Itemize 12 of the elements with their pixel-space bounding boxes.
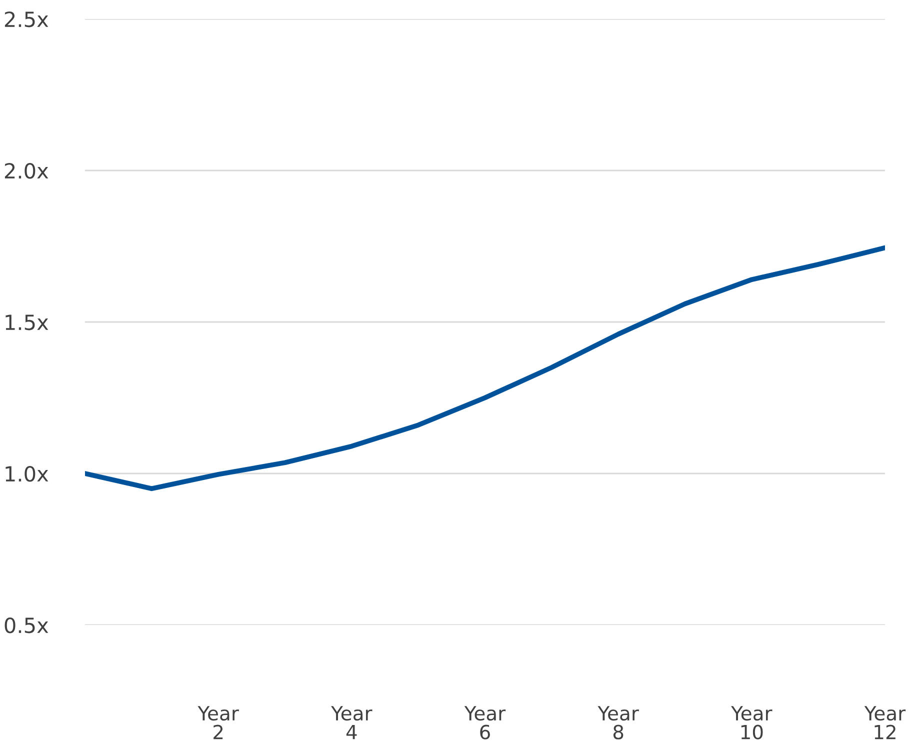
- x-tick-label: Year 4: [331, 706, 372, 740]
- x-tick-label: Year 2: [198, 706, 239, 740]
- x-tick-label: Year 10: [731, 706, 772, 740]
- line-series: [85, 245, 885, 492]
- x-tick-label: Year 8: [598, 706, 639, 740]
- x-tick-label: Year 6: [464, 706, 506, 740]
- y-tick-label: 1.5x: [6, 314, 48, 330]
- y-tick-label: 1.0x: [6, 466, 48, 482]
- y-tick-label: 0.5x: [4, 617, 48, 634]
- y-tick-label: 2.5x: [4, 11, 48, 28]
- x-tick-label: Year 12: [864, 706, 906, 740]
- y-tick-label: 2.0x: [4, 162, 48, 179]
